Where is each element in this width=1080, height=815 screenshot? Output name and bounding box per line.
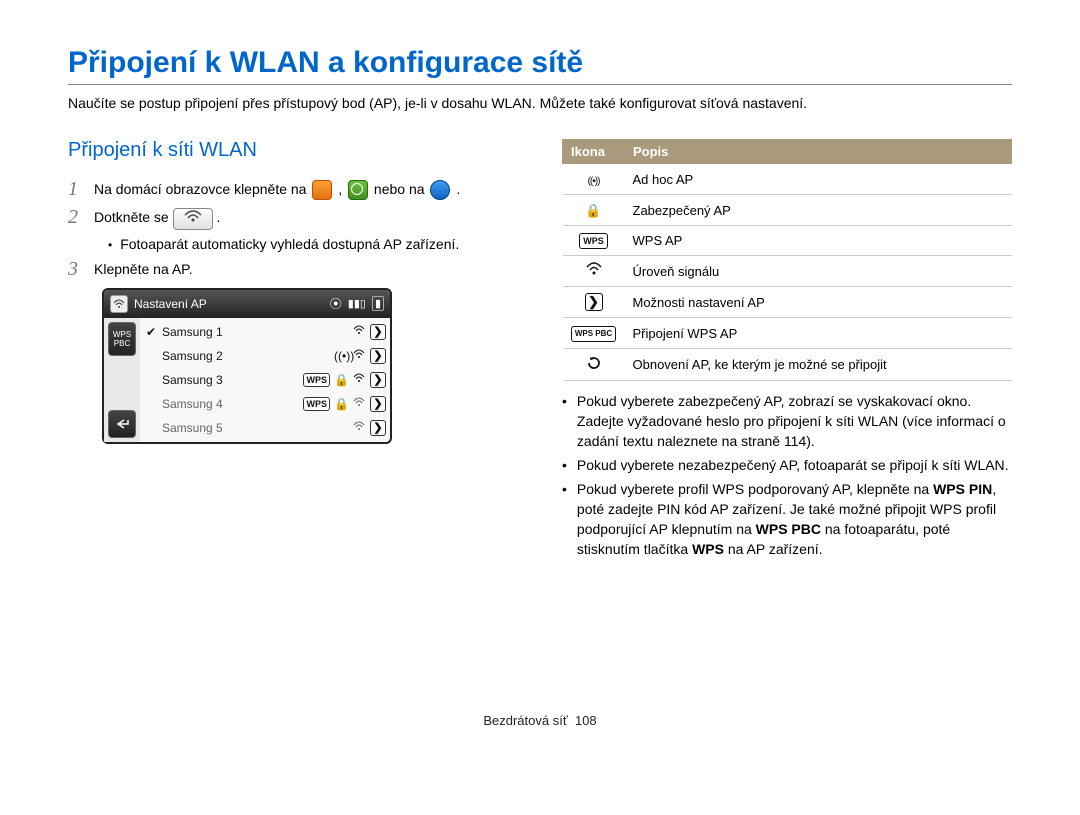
wifi-icon <box>585 262 603 280</box>
step3-text: Klepněte na AP. <box>94 258 193 280</box>
table-header-icon: Ikona <box>563 140 625 164</box>
step2-text-end: . <box>217 209 221 225</box>
adhoc-icon <box>585 170 603 188</box>
wps-badge: WPS <box>303 373 330 387</box>
table-row: Zabezpečený AP <box>563 195 1012 226</box>
battery-icon: ▮▮▯ <box>348 297 366 310</box>
ap-row[interactable]: Samsung 3 WPS 🔒 ❯ <box>144 368 386 392</box>
signal-icon <box>352 396 366 411</box>
section-heading: Připojení k síti WLAN <box>68 139 538 162</box>
page-footer: Bezdrátová síť 108 <box>68 713 1012 728</box>
lock-icon <box>585 201 603 219</box>
ap-panel-header: Nastavení AP ⦿ ▮▮▯ ▮ <box>104 290 390 318</box>
table-row: Úroveň signálu <box>563 256 1012 287</box>
bullet-item: Pokud vyberete profil WPS podporovaný AP… <box>562 479 1012 559</box>
bullet-dot <box>108 236 112 252</box>
step1-text-end: . <box>456 181 460 197</box>
signal-icon <box>352 420 366 435</box>
check-icon: ✔ <box>144 325 158 339</box>
home-icon-2 <box>348 180 368 200</box>
step1-text-b: , <box>338 181 346 197</box>
wps-badge: WPS <box>303 397 330 411</box>
page-title: Připojení k WLAN a konfigurace sítě <box>68 46 1012 80</box>
ap-row[interactable]: Samsung 5 ❯ <box>144 416 386 440</box>
bullet-item: Pokud vyberete nezabezpečený AP, fotoapa… <box>562 455 1012 475</box>
icon-desc: Možnosti nastavení AP <box>625 287 1012 318</box>
table-row: Ad hoc AP <box>563 164 1012 195</box>
ap-name: Samsung 2 <box>162 349 330 363</box>
table-row: Obnovení AP, ke kterým je možné se připo… <box>563 349 1012 381</box>
table-row: ❯ Možnosti nastavení AP <box>563 287 1012 318</box>
home-icon-1 <box>312 180 332 200</box>
signal-icon <box>352 324 366 339</box>
step-number: 2 <box>68 206 94 228</box>
ap-row[interactable]: Samsung 4 WPS 🔒 ❯ <box>144 392 386 416</box>
ap-row[interactable]: ✔ Samsung 1 ❯ <box>144 320 386 344</box>
ap-side-buttons: WPS PBC <box>104 318 140 442</box>
arrow-button[interactable]: ❯ <box>370 420 386 436</box>
ap-name: Samsung 3 <box>162 373 299 387</box>
wifi-icon <box>110 295 128 313</box>
ap-row[interactable]: Samsung 2 ((•)) ❯ <box>144 344 386 368</box>
ap-panel-title: Nastavení AP <box>134 297 207 311</box>
ap-name: Samsung 5 <box>162 421 348 435</box>
bullet-item: Pokud vyberete zabezpečený AP, zobrazí s… <box>562 391 1012 451</box>
signal-icon <box>352 348 366 363</box>
refresh-icon <box>585 355 603 373</box>
bullet-dot <box>562 455 567 475</box>
bullet-dot <box>562 391 567 451</box>
step-3: 3 Klepněte na AP. <box>68 258 538 280</box>
arrow-button[interactable]: ❯ <box>370 396 386 412</box>
bullet-text: Pokud vyberete nezabezpečený AP, fotoapa… <box>577 455 1009 475</box>
step-2: 2 Dotkněte se . <box>68 206 538 229</box>
footer-page: 108 <box>575 713 597 728</box>
bullet-text: Pokud vyberete profil WPS podporovaný AP… <box>577 479 1012 559</box>
step-number: 1 <box>68 178 94 200</box>
bullet-text: Pokud vyberete zabezpečený AP, zobrazí s… <box>577 391 1012 451</box>
right-bullet-list: Pokud vyberete zabezpečený AP, zobrazí s… <box>562 391 1012 559</box>
icon-desc: Zabezpečený AP <box>625 195 1012 226</box>
ap-name: Samsung 4 <box>162 397 299 411</box>
lock-icon: 🔒 <box>334 397 348 411</box>
wifi-softbutton-icon <box>173 208 213 230</box>
bullet-dot <box>562 479 567 559</box>
wps-pbc-button[interactable]: WPS PBC <box>108 322 136 356</box>
step2-text-a: Dotkněte se <box>94 209 173 225</box>
footer-section: Bezdrátová síť <box>483 713 567 728</box>
step-number: 3 <box>68 258 94 280</box>
ap-name: Samsung 1 <box>162 325 348 339</box>
lock-icon: 🔒 <box>334 373 348 387</box>
icon-desc: WPS AP <box>625 226 1012 256</box>
wps-pbc-icon: WPS PBC <box>571 326 616 342</box>
home-icon-3 <box>430 180 450 200</box>
arrow-icon: ❯ <box>585 293 603 311</box>
step2-sub: Fotoaparát automaticky vyhledá dostupná … <box>108 236 538 252</box>
table-row: WPS WPS AP <box>563 226 1012 256</box>
arrow-button[interactable]: ❯ <box>370 348 386 364</box>
table-row: WPS PBC Připojení WPS AP <box>563 318 1012 349</box>
arrow-button[interactable]: ❯ <box>370 372 386 388</box>
back-button[interactable] <box>108 410 136 438</box>
icon-desc: Ad hoc AP <box>625 164 1012 195</box>
ap-settings-panel: Nastavení AP ⦿ ▮▮▯ ▮ WPS PBC ✔ Samsung 1 ❯… <box>102 288 392 444</box>
icon-table: Ikona Popis Ad hoc APZabezpečený APWPSWP… <box>562 139 1012 381</box>
ap-list: ✔ Samsung 1 ❯ Samsung 2 ((•)) ❯ Samsung 3 WPS 🔒 ❯… <box>140 318 390 442</box>
step1-text-a: Na domácí obrazovce klepněte na <box>94 181 310 197</box>
step-1: 1 Na domácí obrazovce klepněte na , nebo… <box>68 178 538 200</box>
arrow-button[interactable]: ❯ <box>370 324 386 340</box>
adhoc-icon: ((•)) <box>334 349 348 363</box>
step1-text-c: nebo na <box>374 181 429 197</box>
title-rule <box>68 84 1012 85</box>
table-header-desc: Popis <box>625 140 1012 164</box>
signal-icon: ⦿ <box>330 295 342 312</box>
icon-desc: Připojení WPS AP <box>625 318 1012 349</box>
step2-sub-text: Fotoaparát automaticky vyhledá dostupná … <box>120 236 459 252</box>
signal-icon <box>352 372 366 387</box>
icon-desc: Obnovení AP, ke kterým je možné se připo… <box>625 349 1012 381</box>
more-icon: ▮ <box>372 296 384 311</box>
wps-icon: WPS <box>579 233 608 249</box>
intro-text: Naučíte se postup připojení přes přístup… <box>68 95 1012 111</box>
icon-desc: Úroveň signálu <box>625 256 1012 287</box>
